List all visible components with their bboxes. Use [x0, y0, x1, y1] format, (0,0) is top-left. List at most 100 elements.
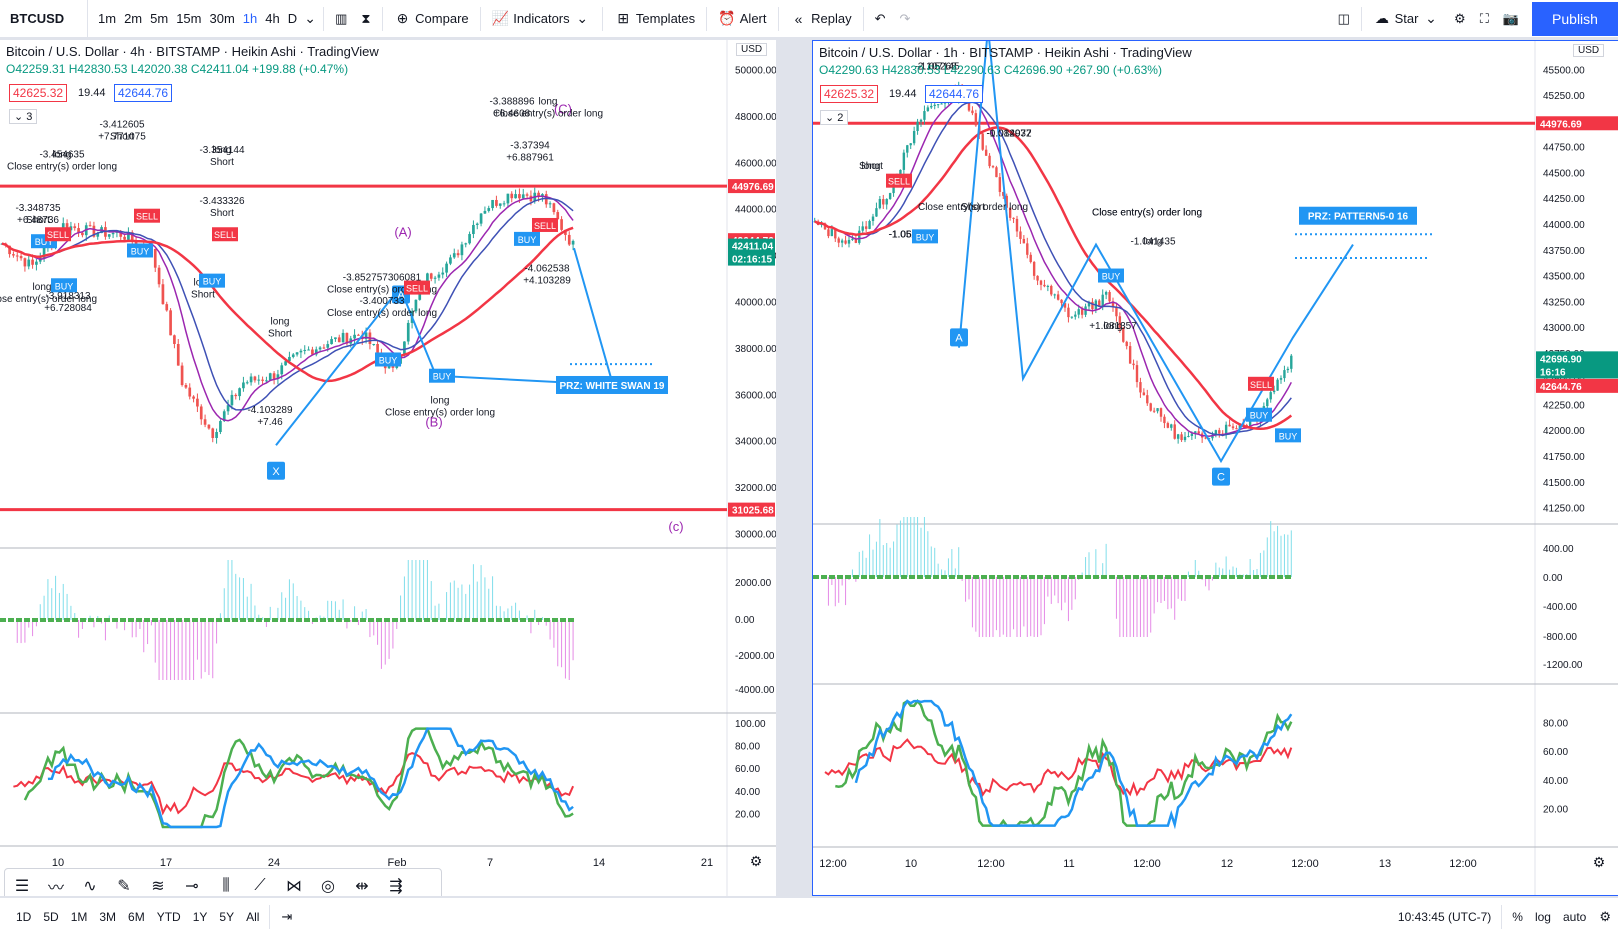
gear-icon[interactable]: ⚙	[750, 853, 763, 869]
log-toggle[interactable]: log	[1534, 910, 1551, 924]
left-chart-pane[interactable]: 50000.0048000.0046000.0044000.0042000.00…	[0, 40, 776, 896]
sell-signal-marker[interactable]	[212, 227, 238, 242]
buy-signal-marker[interactable]	[1098, 268, 1124, 283]
right-chart-legend[interactable]: Bitcoin / U.S. Dollar · 1h · BITSTAMP · …	[819, 45, 1192, 60]
sell-signal-marker[interactable]	[886, 173, 912, 188]
percent-toggle[interactable]: %	[1512, 910, 1523, 924]
horizontal-lines-icon[interactable]: ☰	[14, 878, 30, 895]
alert-button[interactable]: ⏰ Alert	[718, 10, 767, 26]
layout-icon[interactable]: ◫	[1337, 10, 1350, 26]
range-5D[interactable]: 5D	[43, 910, 59, 924]
templates-button[interactable]: ⊞ Templates	[607, 0, 702, 38]
range-1M[interactable]: 1M	[70, 910, 88, 924]
left-study-toggle[interactable]: ⌄ 3	[9, 109, 38, 124]
star-button[interactable]: ☁ Star ⌄	[1366, 0, 1447, 38]
chevron-down-icon[interactable]: ⌄	[304, 10, 316, 26]
right-study-toggle[interactable]: ⌄ 2	[820, 110, 849, 125]
left-currency-select[interactable]: USD	[736, 43, 768, 56]
publish-button[interactable]: Publish	[1532, 2, 1618, 36]
right-ask-price[interactable]: 42644.76	[925, 85, 984, 103]
redo-icon[interactable]: ↷	[899, 10, 911, 26]
gear-icon[interactable]: ⚙	[1593, 854, 1606, 870]
sell-signal-marker[interactable]	[134, 208, 160, 223]
camera-icon[interactable]: 📷	[1502, 10, 1519, 26]
line-tool-icon[interactable]: ⊸	[185, 878, 199, 895]
compare-button[interactable]: ⊕ Compare	[387, 0, 476, 38]
range-6M[interactable]: 6M	[128, 910, 145, 924]
buy-signal-marker[interactable]	[1275, 428, 1301, 443]
clock-display[interactable]: 10:43:45 (UTC-7)	[1397, 910, 1492, 924]
replay-button[interactable]: « Replay	[783, 0, 859, 38]
sell-signal-marker[interactable]	[45, 227, 71, 242]
gann-icon[interactable]: ⫼	[222, 877, 230, 894]
ma-slow-line[interactable]	[814, 126, 1293, 430]
indicators-button[interactable]: 📈 Indicators ⌄	[485, 0, 599, 38]
sell-signal-marker[interactable]	[532, 217, 558, 232]
range-1D[interactable]: 1D	[16, 910, 32, 924]
buy-signal-marker[interactable]	[51, 278, 77, 293]
prz-label-box[interactable]	[1299, 206, 1417, 225]
interval-15m[interactable]: 15m	[176, 11, 202, 26]
fullscreen-icon[interactable]: ⛶	[1479, 10, 1489, 26]
range-YTD[interactable]: YTD	[156, 910, 181, 924]
buy-signal-marker[interactable]	[375, 352, 401, 367]
interval-2m[interactable]: 2m	[124, 11, 143, 26]
right-chart-canvas[interactable]: 45500.0045250.0045000.0044750.0044500.00…	[813, 41, 1618, 895]
ma-slow-line[interactable]	[1, 226, 574, 383]
interval-5m[interactable]: 5m	[150, 11, 169, 26]
harmonic-pattern-lines[interactable]	[958, 41, 1354, 464]
fib-icon[interactable]: ≋	[151, 878, 165, 895]
buy-signal-marker[interactable]	[429, 368, 455, 383]
wave-pattern-icon[interactable]: ∿	[83, 878, 97, 895]
path-icon[interactable]: ⇶	[389, 878, 403, 895]
rsi-line[interactable]	[854, 699, 1293, 830]
left-bid-price[interactable]: 42625.32	[9, 84, 68, 102]
sell-signal-marker[interactable]	[404, 280, 430, 295]
right-bid-price[interactable]: 42625.32	[820, 85, 879, 103]
buy-signal-marker[interactable]	[912, 229, 938, 244]
interval-30m[interactable]: 30m	[209, 11, 235, 26]
pattern-point-marker[interactable]	[267, 461, 285, 480]
range-All[interactable]: All	[246, 910, 260, 924]
brush-icon[interactable]: ✎	[117, 878, 131, 895]
interval-D[interactable]: D	[287, 11, 298, 26]
trend-line-icon[interactable]: ⟋	[254, 877, 266, 894]
range-5Y[interactable]: 5Y	[219, 910, 235, 924]
auto-toggle[interactable]: auto	[1562, 910, 1587, 924]
interval-1h[interactable]: 1h	[242, 11, 258, 26]
left-chart-legend[interactable]: Bitcoin / U.S. Dollar · 4h · BITSTAMP · …	[6, 44, 379, 59]
left-ask-price[interactable]: 42644.76	[114, 84, 173, 102]
pattern-point-marker[interactable]	[1212, 467, 1230, 486]
buy-signal-marker[interactable]	[127, 243, 153, 258]
interval-4h[interactable]: 4h	[265, 11, 280, 26]
interval-1m[interactable]: 1m	[98, 11, 117, 26]
gear-icon[interactable]: ⚙	[1454, 10, 1466, 26]
spiral-icon[interactable]: ◎	[321, 878, 335, 895]
pattern-point-marker[interactable]	[950, 328, 968, 347]
right-currency-select[interactable]: USD	[1573, 44, 1605, 57]
prz-label-box[interactable]	[556, 375, 668, 394]
ma-fast-line[interactable]	[1, 195, 574, 422]
rsi-line[interactable]	[23, 727, 574, 829]
undo-icon[interactable]: ↶	[874, 10, 886, 26]
range-3M[interactable]: 3M	[99, 910, 117, 924]
gear-icon[interactable]: ⚙	[1599, 909, 1611, 924]
measure-icon[interactable]: ⇹	[355, 878, 369, 895]
buy-signal-marker[interactable]	[199, 273, 225, 288]
ma-mid-line[interactable]	[1, 197, 574, 411]
ma-fast-line[interactable]	[814, 97, 1292, 437]
ma-mid-line[interactable]	[814, 101, 1292, 437]
range-1Y[interactable]: 1Y	[192, 910, 208, 924]
rsi-line[interactable]	[824, 738, 1293, 798]
rsi-line[interactable]	[13, 752, 575, 816]
buy-signal-marker[interactable]	[1246, 407, 1272, 422]
bar-style-icon[interactable]: ▥	[335, 10, 348, 26]
rsi-line[interactable]	[47, 727, 574, 829]
buy-signal-marker[interactable]	[514, 231, 540, 246]
sell-signal-marker[interactable]	[1248, 376, 1274, 391]
symbol-search[interactable]: BTCUSD	[0, 0, 88, 38]
zigzag-icon[interactable]: 〰	[47, 880, 64, 896]
right-chart-pane[interactable]: 45500.0045250.0045000.0044750.0044500.00…	[812, 40, 1618, 896]
date-range-icon[interactable]: ⇥	[281, 909, 293, 924]
left-chart-canvas[interactable]: 50000.0048000.0046000.0044000.0042000.00…	[0, 40, 776, 896]
